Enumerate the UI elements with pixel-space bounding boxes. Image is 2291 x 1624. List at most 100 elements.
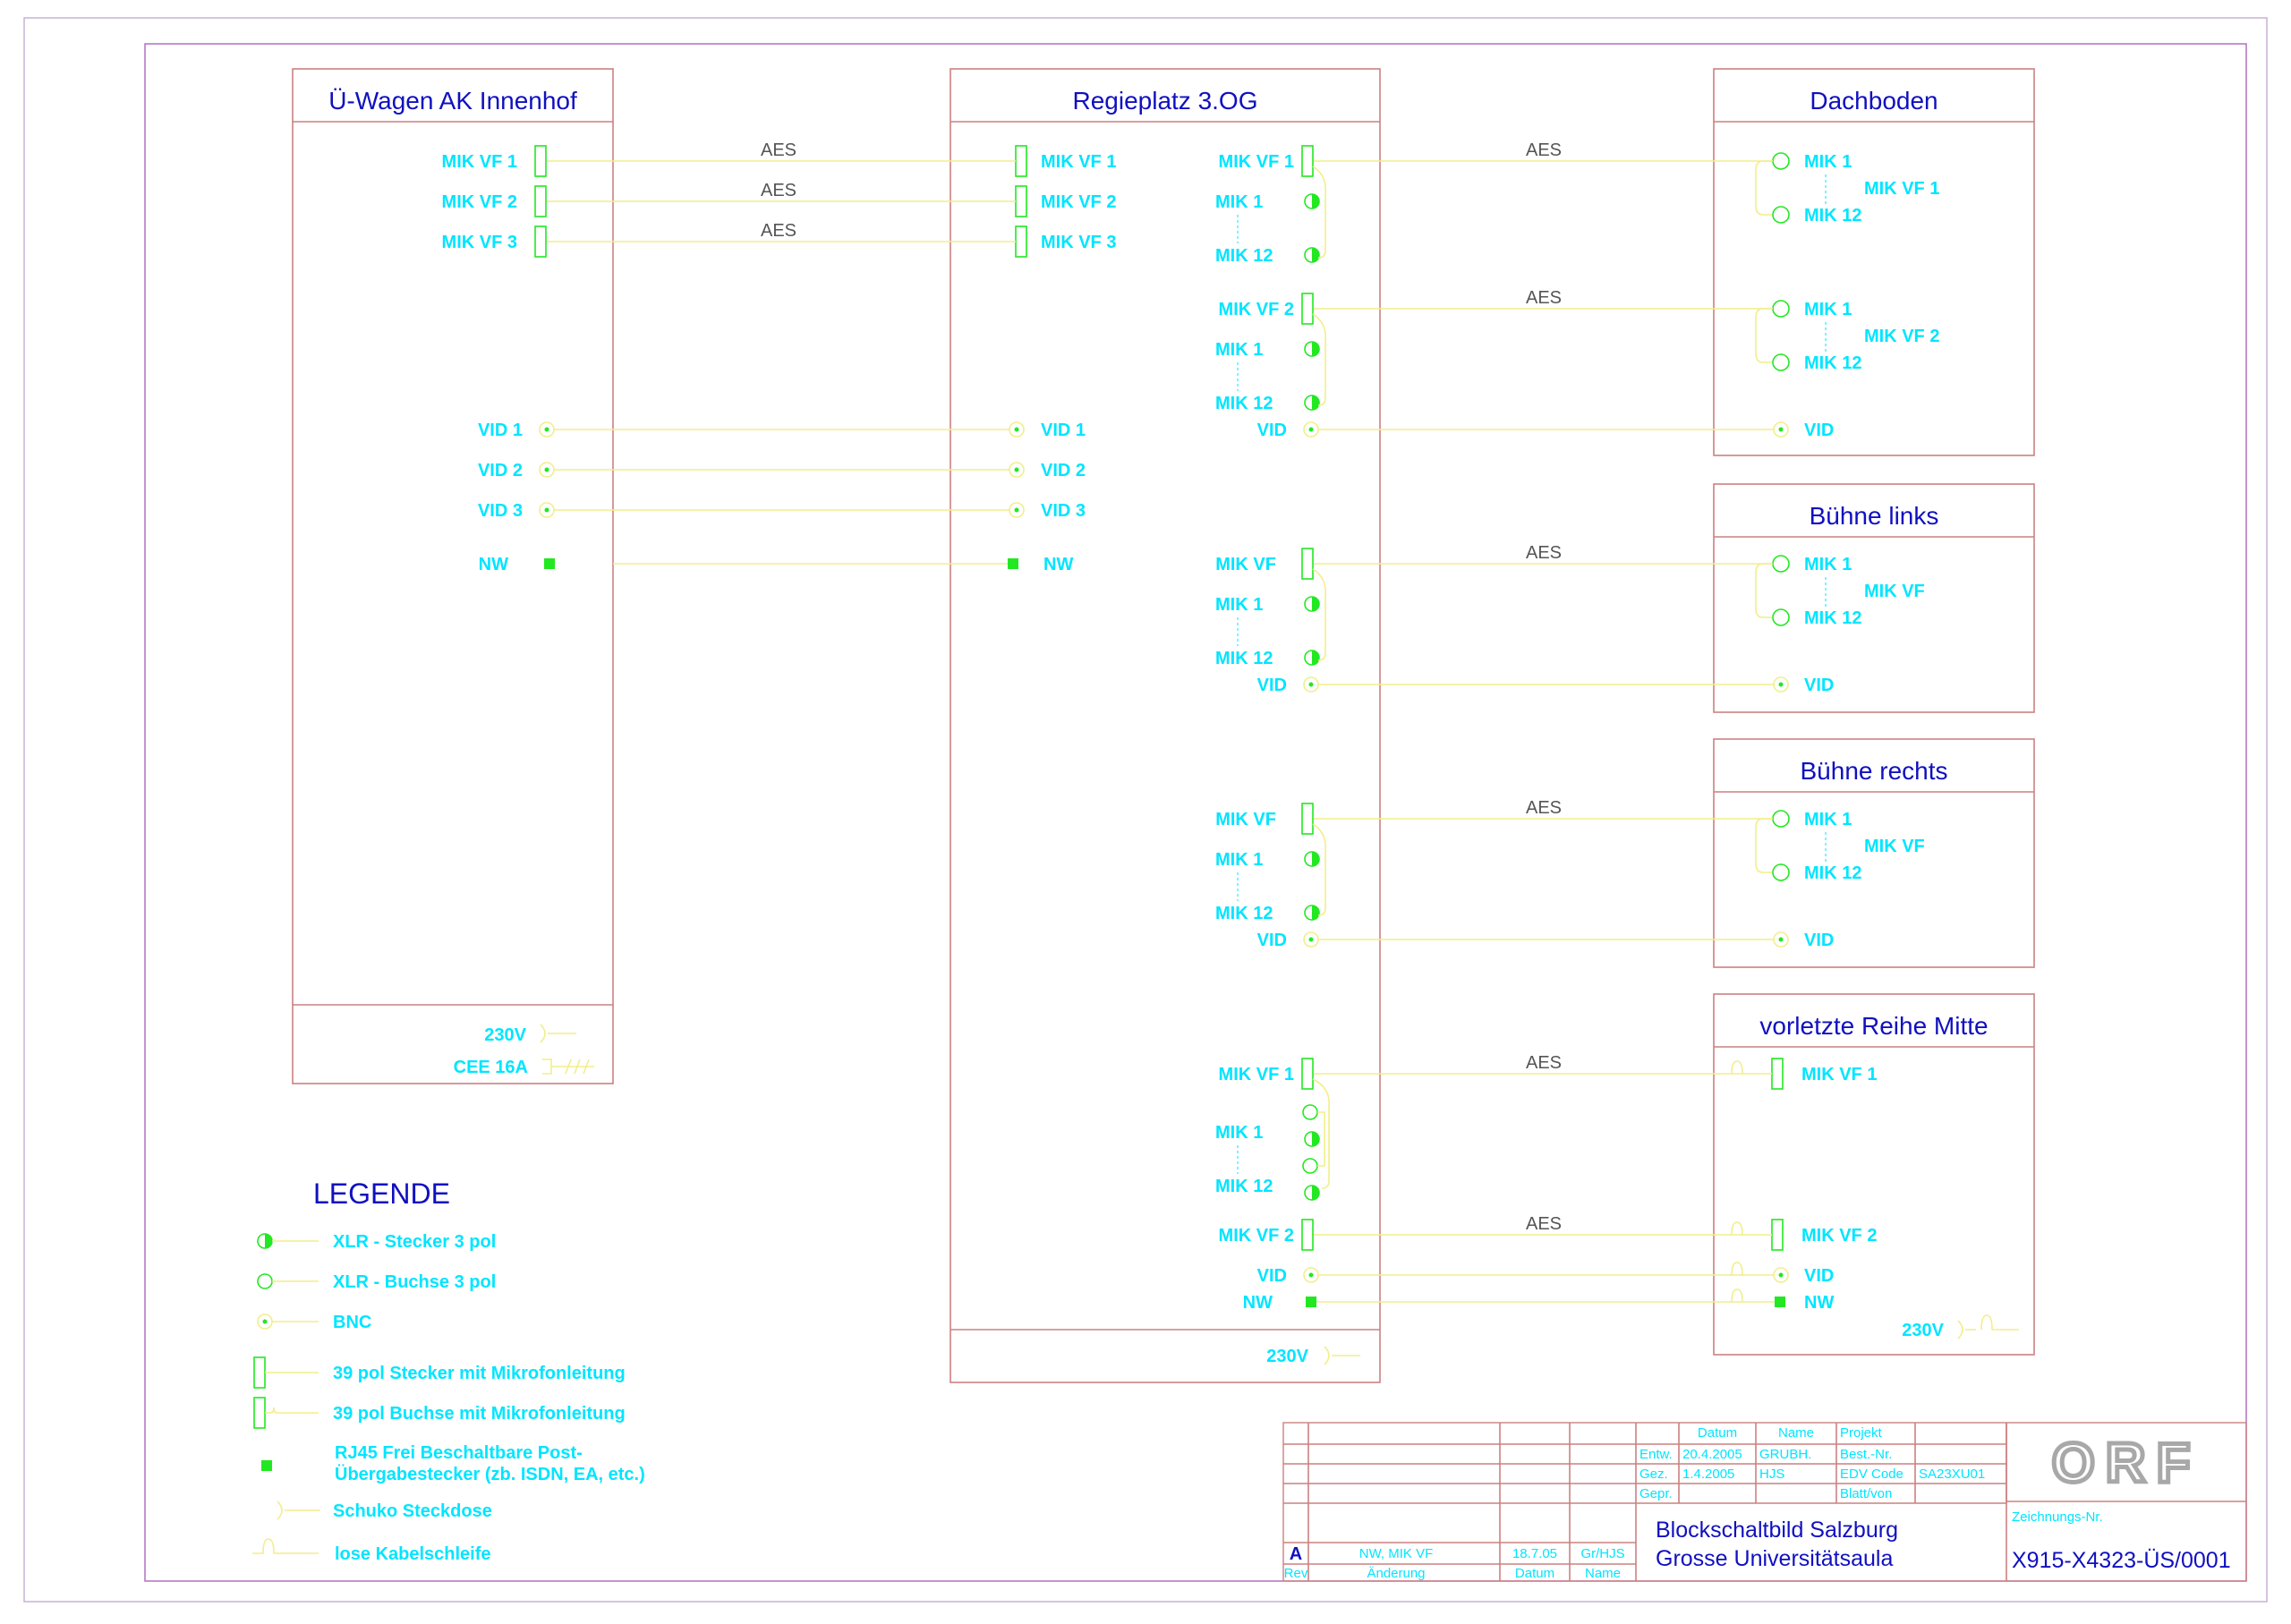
tb-zeichnung-label: Zeichnungs-Nr. bbox=[2012, 1509, 2103, 1525]
legend-item: Schuko Steckdose bbox=[333, 1501, 492, 1521]
port-label: MIK VF 2 bbox=[1219, 300, 1294, 319]
legend-item: XLR - Stecker 3 pol bbox=[333, 1232, 496, 1252]
box-title: Bühne rechts bbox=[1801, 757, 1948, 785]
bnc-icon bbox=[1773, 676, 1789, 693]
schuko-icon bbox=[1324, 1346, 1360, 1365]
tb-rev-date: 18.7.05 bbox=[1512, 1546, 1557, 1561]
xlr-male-icon bbox=[1304, 341, 1320, 357]
port-label: MIK 1 bbox=[1804, 300, 1852, 319]
bnc-icon bbox=[539, 421, 555, 438]
box-vorletzte-reihe: vorletzte Reihe Mitte MIK VF 1 MIK VF 2 … bbox=[1713, 993, 2035, 1356]
connector-39pol-icon bbox=[1015, 145, 1027, 177]
tb-aenderung: Änderung bbox=[1367, 1566, 1425, 1581]
port-label: MIK VF 1 bbox=[1801, 1065, 1877, 1084]
legend-item: lose Kabelschleife bbox=[335, 1544, 491, 1564]
xlr-female-icon bbox=[257, 1273, 273, 1289]
bnc-icon bbox=[1303, 1267, 1319, 1283]
xlr-male-icon bbox=[1304, 1131, 1320, 1147]
cee-icon bbox=[542, 1059, 594, 1075]
tb-name: Name bbox=[1585, 1566, 1621, 1581]
port-label: MIK 1 bbox=[1215, 1123, 1263, 1143]
connector-39pol-icon bbox=[1301, 1058, 1314, 1090]
legend: LEGENDE XLR - Stecker 3 pol XLR - Buchse… bbox=[252, 1178, 645, 1564]
xlr-female-icon bbox=[1772, 608, 1790, 626]
box-regieplatz: Regieplatz 3.OG MIK VF 1 MIK VF 2 MIK VF… bbox=[950, 68, 1381, 1383]
bnc-icon bbox=[1773, 421, 1789, 438]
tb-projekt: Projekt bbox=[1840, 1425, 1883, 1441]
port-label: VID bbox=[1257, 676, 1287, 695]
xlr-female-icon bbox=[1772, 300, 1790, 318]
legend-item: 39 pol Stecker mit Mikrofonleitung bbox=[333, 1364, 626, 1383]
bnc-icon bbox=[539, 462, 555, 478]
tb-best-nr: Best.-Nr. bbox=[1840, 1447, 1892, 1462]
port-label: MIK VF 3 bbox=[442, 233, 517, 252]
tb-gepr: Gepr. bbox=[1639, 1486, 1673, 1501]
port-label: NW bbox=[1804, 1293, 1834, 1313]
power-label: CEE 16A bbox=[454, 1058, 528, 1077]
xlr-female-icon bbox=[1302, 1158, 1318, 1174]
port-label: NW bbox=[1043, 555, 1073, 574]
port-label: MIK 12 bbox=[1215, 246, 1273, 266]
aes-label: AES bbox=[761, 140, 796, 160]
connector-39pol-icon bbox=[1771, 1219, 1784, 1251]
tb-entw-datum: 20.4.2005 bbox=[1682, 1447, 1742, 1462]
tb-rev-name: Gr/HJS bbox=[1580, 1546, 1624, 1561]
port-label: VID 2 bbox=[1041, 461, 1086, 480]
tb-entw: Entw. bbox=[1639, 1447, 1673, 1462]
port-label: VID bbox=[1804, 676, 1834, 695]
bnc-icon bbox=[1009, 502, 1025, 518]
port-label: MIK 12 bbox=[1215, 394, 1273, 413]
connector-39pol-icon bbox=[1015, 185, 1027, 217]
box-uwagen: Ü-Wagen AK Innenhof MIK VF 1 MIK VF 2 MI… bbox=[292, 68, 614, 1084]
aes-label: AES bbox=[1526, 543, 1562, 563]
power-label: 230V bbox=[1266, 1347, 1308, 1366]
orf-logo: ORF bbox=[2052, 1433, 2202, 1494]
bnc-icon bbox=[1773, 931, 1789, 948]
tb-rev-letter: A bbox=[1290, 1544, 1302, 1564]
xlr-female-icon bbox=[1302, 1104, 1318, 1120]
xlr-female-icon bbox=[1772, 555, 1790, 573]
legend-item: XLR - Buchse 3 pol bbox=[333, 1272, 496, 1292]
port-label: MIK VF 2 bbox=[1041, 192, 1116, 212]
rj45-icon bbox=[1775, 1297, 1785, 1307]
port-label: MIK 1 bbox=[1215, 595, 1263, 615]
title-block: Datum Name Projekt Entw. 20.4.2005 GRUBH… bbox=[1282, 1422, 2247, 1582]
port-label: VID 2 bbox=[478, 461, 523, 480]
box-buehne-rechts: Bühne rechts MIK 1 MIK VF MIK 12 VID bbox=[1713, 738, 2035, 968]
connector-39pol-icon bbox=[1301, 293, 1314, 325]
port-label: VID 1 bbox=[478, 421, 523, 440]
tb-title-2: Grosse Universitätsaula bbox=[1656, 1546, 1893, 1571]
box-buehne-links: Bühne links MIK 1 MIK VF MIK 12 VID bbox=[1713, 483, 2035, 713]
tb-gez: Gez. bbox=[1639, 1467, 1668, 1482]
bnc-icon bbox=[539, 502, 555, 518]
port-label: MIK VF 1 bbox=[1041, 152, 1116, 172]
port-label: NW bbox=[1243, 1293, 1273, 1313]
legend-title: LEGENDE bbox=[313, 1178, 450, 1210]
xlr-female-icon bbox=[1772, 353, 1790, 371]
bnc-icon bbox=[1303, 421, 1319, 438]
legend-item: 39 pol Buchse mit Mikrofonleitung bbox=[333, 1404, 626, 1424]
port-label: VID 3 bbox=[478, 501, 523, 521]
connector-39pol-icon bbox=[1015, 225, 1027, 258]
xlr-male-icon bbox=[1304, 905, 1320, 921]
tb-zeichnung-nr: X915-X4323-ÜS/0001 bbox=[2012, 1548, 2231, 1573]
schuko-icon bbox=[277, 1501, 320, 1520]
xlr-male-icon bbox=[1304, 596, 1320, 612]
xlr-male-icon bbox=[1304, 851, 1320, 867]
bnc-icon bbox=[1303, 931, 1319, 948]
rj45-icon bbox=[544, 558, 555, 569]
legend-item: RJ45 Frei Beschaltbare Post- bbox=[335, 1443, 583, 1463]
port-label: MIK VF bbox=[1215, 810, 1276, 829]
bnc-icon bbox=[257, 1314, 273, 1330]
tb-edv-code: EDV Code bbox=[1840, 1467, 1903, 1482]
xlr-male-icon bbox=[1304, 395, 1320, 411]
connector-39pol-icon bbox=[1301, 145, 1314, 177]
port-label: MIK VF 2 bbox=[1801, 1226, 1877, 1246]
connector-39pol-icon bbox=[253, 1397, 266, 1429]
aes-label: AES bbox=[1526, 798, 1562, 818]
tb-rev-label: Rev bbox=[1284, 1566, 1308, 1581]
port-label: MIK VF 1 bbox=[1864, 179, 1939, 199]
rj45-icon bbox=[1306, 1297, 1316, 1307]
aes-labels: AES AES AES AES AES AES AES AES AES bbox=[761, 140, 1562, 1234]
